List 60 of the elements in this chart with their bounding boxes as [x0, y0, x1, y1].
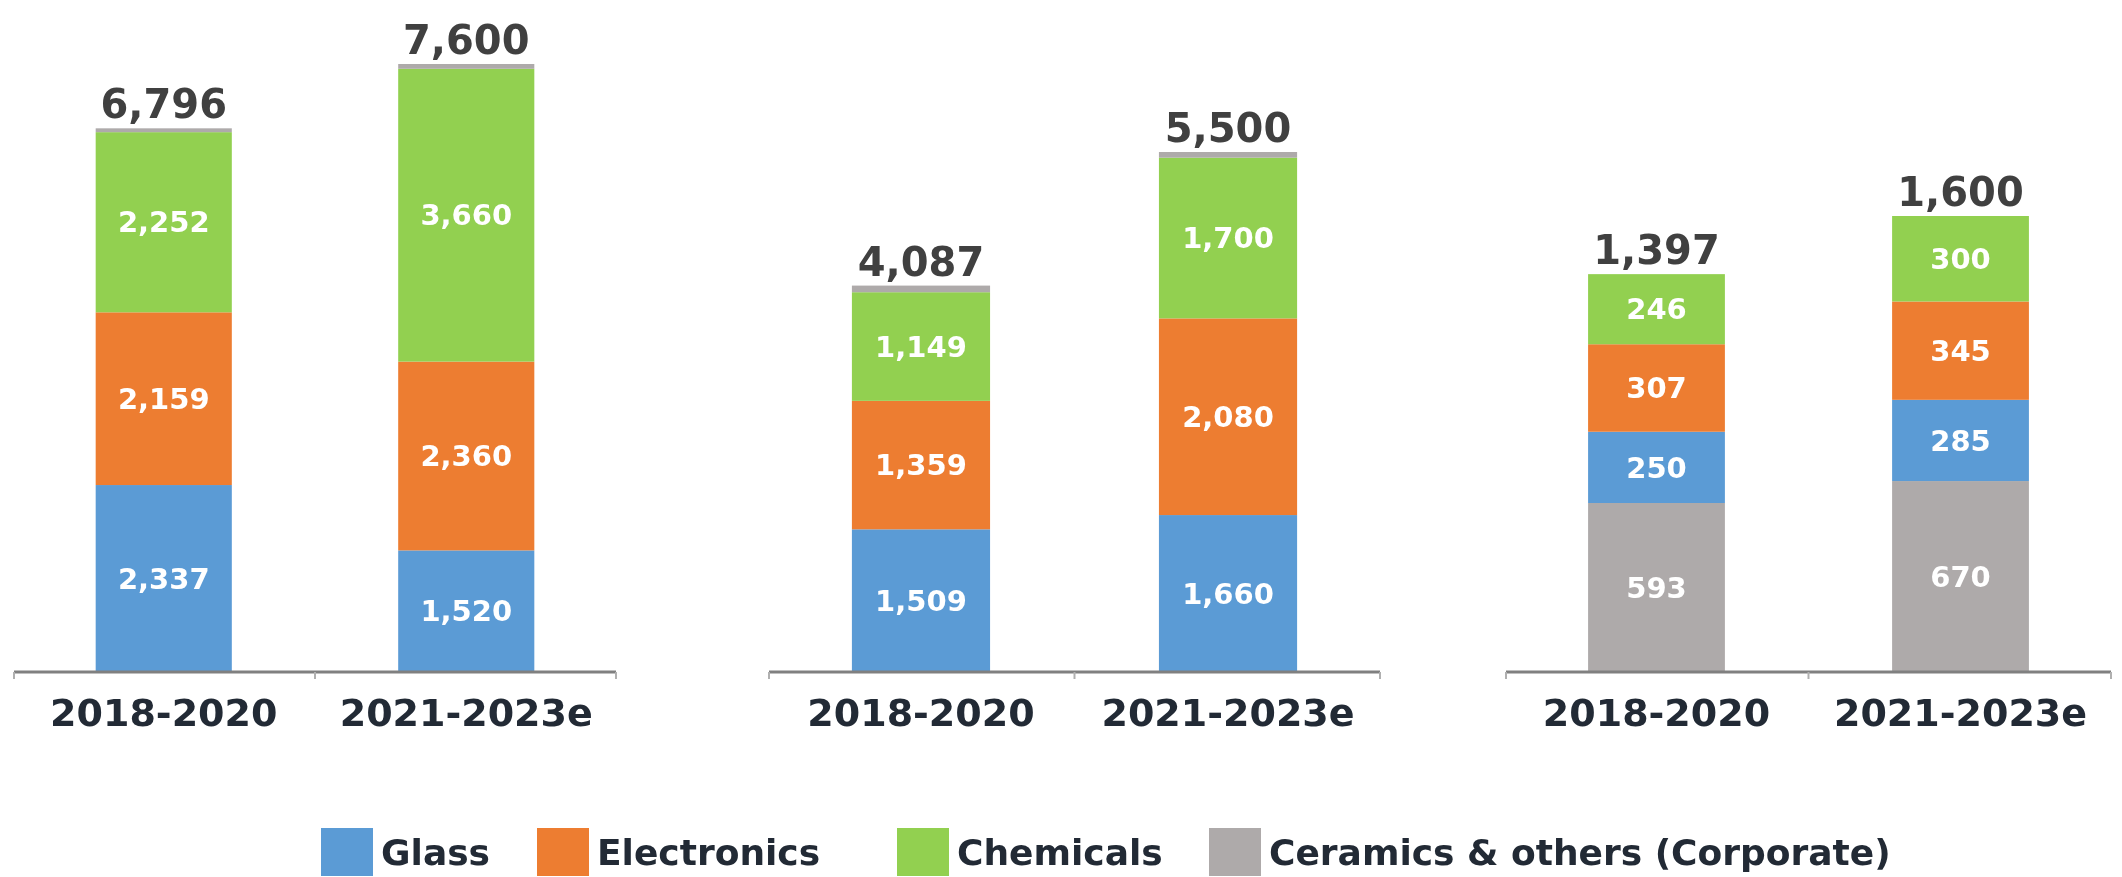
- bar: [1158, 318, 1298, 516]
- bar: [95, 128, 232, 133]
- data-label: 345: [1930, 333, 1991, 368]
- legend-label: Chemicals: [957, 831, 1163, 873]
- data-label: 1,700: [1182, 221, 1274, 256]
- total-label: 1,600: [1897, 169, 2024, 215]
- data-label: 3,660: [420, 198, 513, 233]
- legend-label: Glass: [381, 831, 491, 873]
- bar: [1158, 157, 1298, 319]
- x-tick-label: 2018-2020: [50, 691, 278, 735]
- x-tick-label: 2021-2023e: [339, 691, 593, 735]
- data-label: 2,252: [117, 205, 210, 240]
- data-label: 2,360: [420, 439, 513, 474]
- bar: [1588, 431, 1725, 503]
- bar: [851, 529, 991, 672]
- bar: [1588, 344, 1725, 432]
- data-label: 1,509: [875, 583, 967, 618]
- data-label: 670: [1930, 559, 1991, 594]
- total-label: 6,796: [100, 81, 228, 128]
- bar: [95, 132, 232, 313]
- bar: [398, 361, 535, 551]
- data-label: 307: [1626, 371, 1687, 406]
- bar: [398, 64, 535, 69]
- bar: [1158, 515, 1298, 672]
- legend-label: Ceramics & others (Corporate): [1269, 831, 1891, 873]
- bar: [851, 285, 991, 293]
- data-label: 2,159: [117, 381, 210, 416]
- bar: [95, 485, 232, 672]
- x-tick-label: 2021-2023e: [1833, 691, 2088, 735]
- total-label: 1,397: [1593, 227, 1720, 274]
- data-label: 593: [1626, 570, 1687, 605]
- bar: [851, 400, 991, 530]
- bar: [1588, 274, 1725, 345]
- bar: [1892, 399, 2029, 482]
- bar: [398, 550, 535, 672]
- bar: [1158, 152, 1298, 158]
- bar: [1588, 503, 1725, 672]
- data-label: 300: [1930, 241, 1991, 276]
- total-label: 5,500: [1164, 105, 1292, 151]
- bar: [851, 292, 991, 401]
- data-label: 250: [1626, 450, 1687, 485]
- data-label: 1,660: [1182, 576, 1274, 611]
- bar: [95, 312, 232, 486]
- data-label: 1,359: [875, 448, 967, 483]
- x-tick-label: 2018-2020: [1542, 691, 1771, 735]
- data-label: 2,080: [1182, 399, 1274, 434]
- x-tick-label: 2018-2020: [807, 691, 1035, 735]
- bar: [1892, 481, 2029, 672]
- data-label: 1,149: [875, 329, 967, 364]
- bar: [1892, 216, 2029, 302]
- total-label: 7,600: [402, 17, 530, 63]
- data-label: 285: [1930, 423, 1991, 458]
- data-label: 1,520: [420, 594, 513, 629]
- total-label: 4,087: [857, 238, 985, 285]
- legend-label: Electronics: [597, 831, 821, 873]
- bar: [1892, 301, 2029, 400]
- data-label: 2,337: [117, 561, 210, 596]
- data-label: 246: [1626, 292, 1687, 327]
- x-tick-label: 2021-2023e: [1101, 691, 1355, 735]
- bar: [398, 68, 535, 362]
